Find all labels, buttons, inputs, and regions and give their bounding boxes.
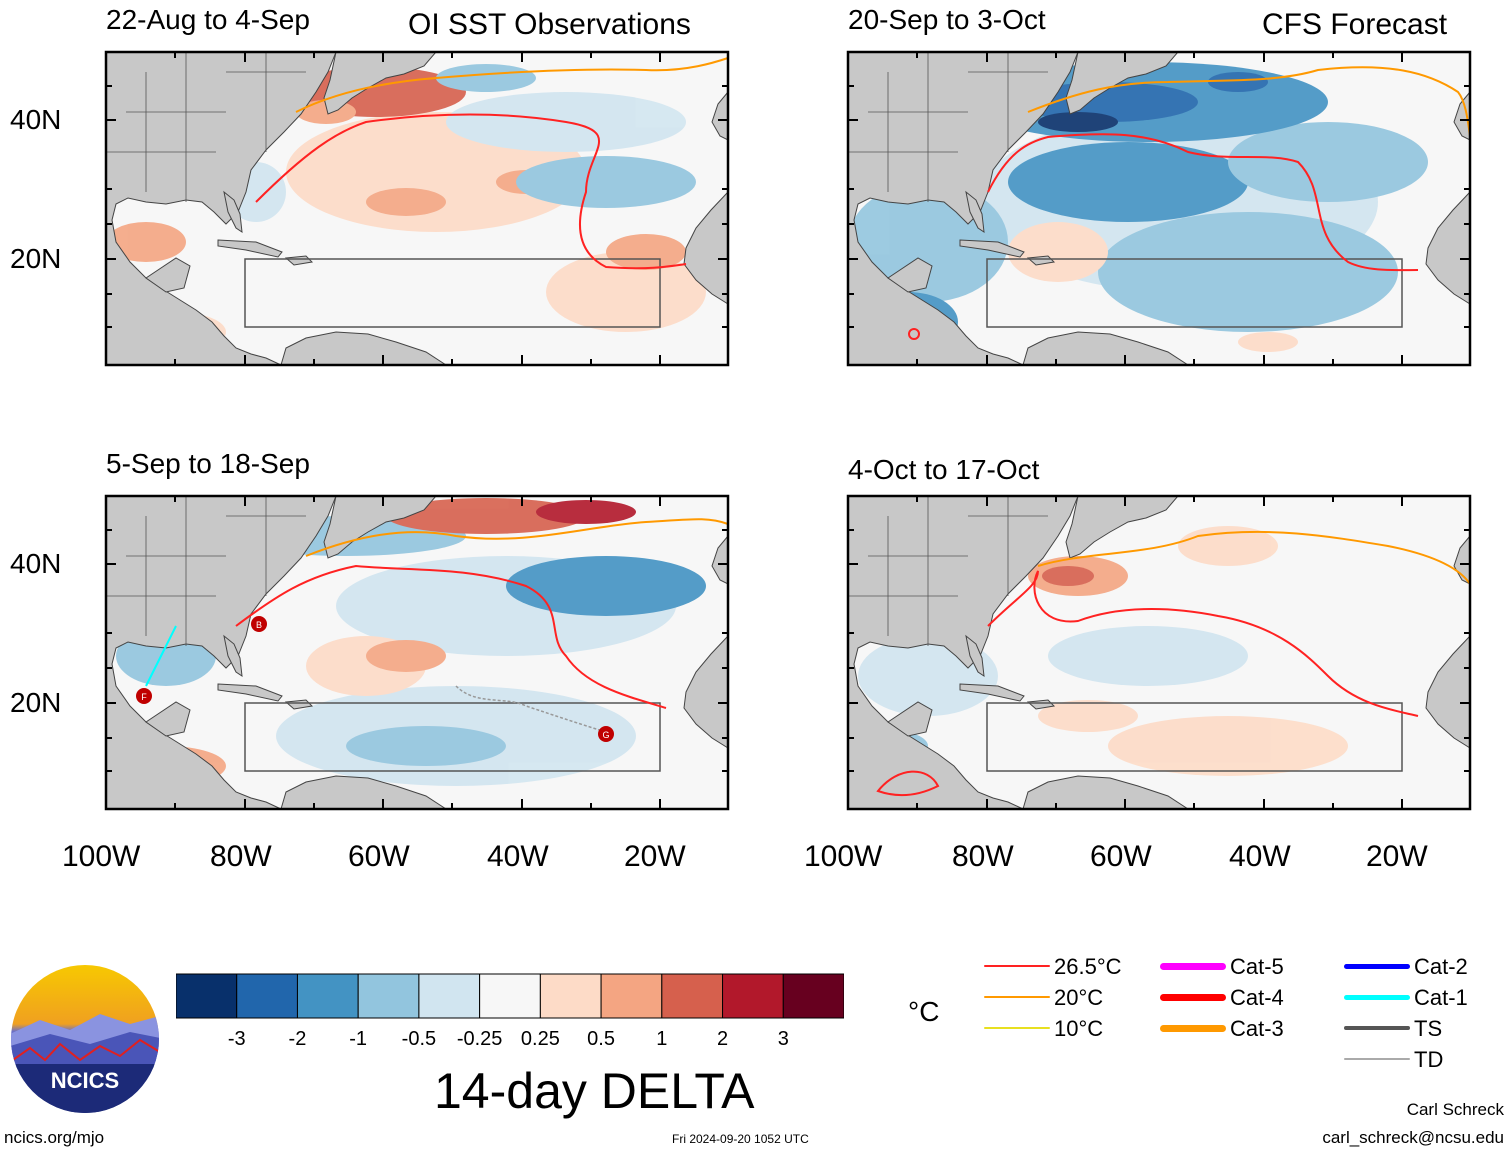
lon-label-80w-left: 80W: [210, 840, 272, 873]
colorbar-tick-label: 3: [777, 1028, 789, 1050]
panel-bottom-right-date: 4-Oct to 17-Oct: [848, 454, 1040, 485]
legend-storm-category-label: TS: [1414, 1016, 1443, 1041]
legend-storm-category-label: Cat-2: [1414, 954, 1468, 979]
footer-url: ncics.org/mjo: [4, 1128, 105, 1147]
storm-marker-f: F: [136, 688, 152, 704]
lon-label-40w-right: 40W: [1229, 840, 1291, 873]
panel-top-right-header: CFS Forecast: [1262, 8, 1448, 41]
legend-storm-category-swatch: [1344, 994, 1410, 1000]
ncics-logo: NCICS: [10, 964, 160, 1114]
panel-bottom-left-date: 5-Sep to 18-Sep: [106, 448, 310, 479]
legend-isotherm-swatch: [984, 996, 1050, 998]
colorbar-swatch: [296, 973, 359, 1019]
colorbar-swatch: [539, 973, 602, 1019]
colorbar-swatch: [176, 973, 238, 1019]
colorbar-swatch: [600, 973, 663, 1019]
legend-storm-category-label: Cat-5: [1230, 954, 1284, 979]
lat-label-20n-bottom: 20N: [10, 687, 62, 718]
panel-bottom-right: [846, 494, 1472, 811]
lon-label-40w-left: 40W: [487, 840, 549, 873]
footer-author: Carl Schreck: [1406, 1100, 1504, 1119]
colorbar-swatch: [661, 973, 724, 1019]
lat-label-40n-top: 40N: [10, 104, 62, 135]
lon-label-20w-right: 20W: [1366, 840, 1428, 873]
legend-isotherm-label: 20°C: [1054, 985, 1104, 1010]
colorbar-swatch: [722, 973, 784, 1019]
storm-marker-g: G: [598, 726, 614, 742]
colorbar-tick-label: -1: [349, 1028, 368, 1050]
panel-top-right: [846, 50, 1472, 367]
colorbar-tick-label: -3: [227, 1028, 246, 1050]
panel-top-left-header: OI SST Observations: [408, 8, 691, 41]
lat-label-20n-top: 20N: [10, 243, 62, 274]
colorbar-tick-label: 0.5: [587, 1028, 615, 1050]
lon-label-100w-right: 100W: [804, 840, 883, 873]
legend-isotherm-swatch: [984, 1027, 1050, 1029]
lat-label-40n-bottom: 40N: [10, 548, 62, 579]
colorbar-tick-label: 1: [656, 1028, 668, 1050]
lon-label-80w-right: 80W: [952, 840, 1014, 873]
panel-top-left-date: 22-Aug to 4-Sep: [106, 4, 310, 35]
lon-label-100w-left: 100W: [62, 840, 141, 873]
legend-storm-category-swatch: [1344, 963, 1410, 969]
legend-storm-category-swatch: [1344, 1026, 1410, 1030]
map-figure: B F G: [104, 50, 1472, 811]
legend-isotherm-swatch: [984, 965, 1050, 967]
storm-marker-b: B: [251, 616, 267, 632]
svg-text:F: F: [141, 692, 147, 702]
svg-text:B: B: [256, 620, 262, 630]
lon-label-60w-right: 60W: [1090, 840, 1152, 873]
legend-storm-category-swatch: [1160, 993, 1226, 1001]
colorbar-swatch: [782, 973, 844, 1019]
colorbar-tick-label: -2: [288, 1028, 307, 1050]
colorbar-tick-labels: -3 -2 -1 -0.5 -0.25 0.25 0.5 1 2 3: [176, 1028, 844, 1054]
svg-text:G: G: [602, 730, 609, 740]
legend: 26.5°C 20°C 10°C Cat-5 Cat-4 Cat-3 Cat-2 Cat-1 T…: [984, 952, 1510, 1082]
legend-storm-category-swatch: [1344, 1058, 1410, 1060]
panel-top-right-date: 20-Sep to 3-Oct: [848, 4, 1046, 35]
legend-isotherm-label: 26.5°C: [1054, 954, 1122, 979]
svg-text:NCICS: NCICS: [51, 1068, 119, 1093]
legend-storm-category-swatch: [1160, 962, 1226, 970]
lon-label-20w-left: 20W: [624, 840, 686, 873]
panel-bottom-left: B F G: [104, 494, 730, 811]
panel-top-left: [104, 50, 730, 367]
legend-storm-category-label: Cat-4: [1230, 985, 1284, 1010]
colorbar-swatch: [418, 973, 481, 1019]
ncics-logo-graphic: NCICS: [11, 965, 159, 1113]
colorbar-tick-label: -0.25: [456, 1028, 503, 1050]
colorbar-tick-label: 2: [716, 1028, 729, 1050]
colorbar-swatch: [236, 973, 298, 1019]
legend-storm-category-label: Cat-1: [1414, 985, 1468, 1010]
legend-storm-category-swatch: [1160, 1024, 1226, 1032]
colorbar-swatch: [357, 973, 420, 1019]
legend-storm-category-label: TD: [1414, 1047, 1444, 1072]
lon-label-60w-left: 60W: [348, 840, 410, 873]
footer-timestamp: Fri 2024-09-20 1052 UTC: [672, 1132, 809, 1146]
footer-email: carl_schreck@ncsu.edu: [1322, 1128, 1504, 1147]
colorbar-tick-label: 0.25: [520, 1028, 560, 1050]
colorbar: [176, 973, 844, 1019]
legend-isotherm-label: 10°C: [1054, 1016, 1104, 1041]
colorbar-swatch: [479, 973, 541, 1019]
legend-unit: °C: [908, 996, 940, 1027]
colorbar-tick-label: -0.5: [401, 1028, 437, 1050]
legend-storm-category-label: Cat-3: [1230, 1016, 1284, 1041]
colorbar-title: 14-day DELTA: [434, 1063, 755, 1119]
